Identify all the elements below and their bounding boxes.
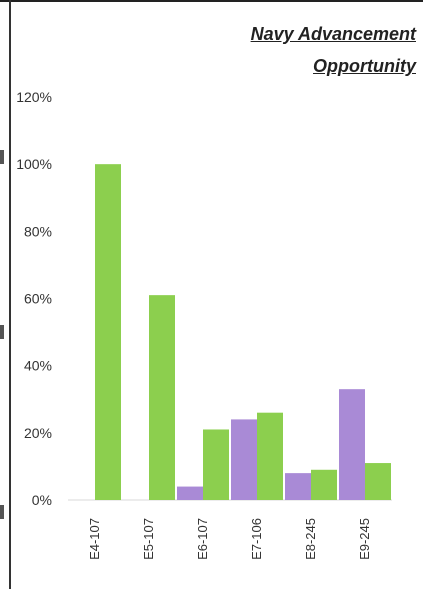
y-tick-label: 120% [16,89,52,105]
bar [95,164,121,500]
chart-title-line-2: Opportunity [313,56,416,76]
y-tick-label: 60% [24,291,52,307]
y-tick-label: 40% [24,358,52,374]
bar [203,429,229,500]
bar [149,295,175,500]
chart-title: Navy Advancement Opportunity [251,18,416,82]
bar [285,473,311,500]
y-tick-label: 80% [24,223,52,239]
x-tick-label: E7-106 [249,518,264,560]
x-tick-label: E5-107 [141,518,156,560]
edge-mark [0,150,4,164]
bar [365,463,391,500]
y-tick-label: 20% [24,425,52,441]
edge-mark [0,325,4,339]
y-tick-label: 100% [16,156,52,172]
x-tick-label: E6-107 [195,518,210,560]
x-tick-label: E9-245 [357,518,372,560]
bar [231,419,257,500]
x-tick-label: E4-107 [87,518,102,560]
chart-title-line-1: Navy Advancement [250,24,416,44]
left-border [9,0,11,589]
edge-mark [0,505,4,519]
x-tick-label: E8-245 [303,518,318,560]
bar [311,469,337,500]
top-border [0,0,423,2]
bar [177,486,203,500]
y-tick-label: 0% [32,492,52,508]
bar [257,412,283,500]
bar [339,389,365,500]
